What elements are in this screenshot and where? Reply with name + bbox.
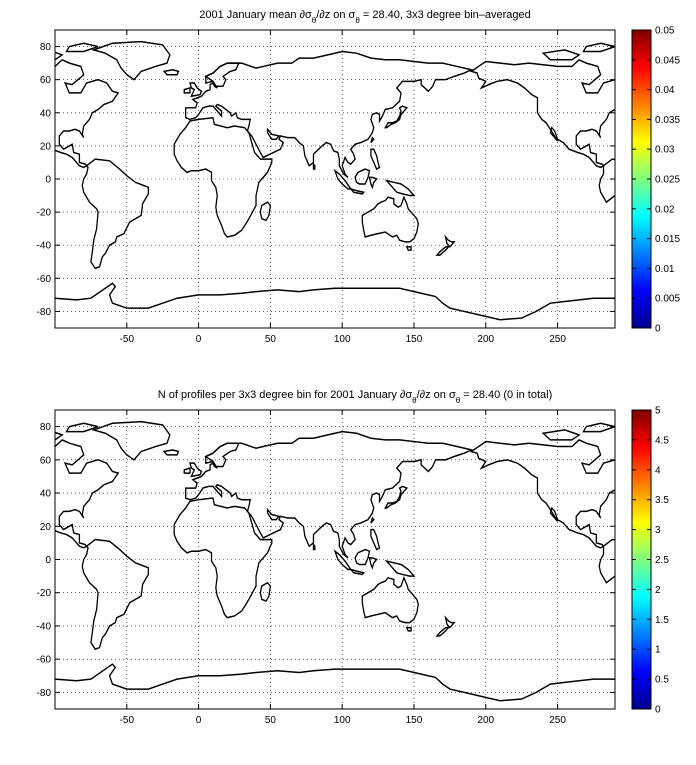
x-tick-label: 0 [196, 334, 202, 345]
y-tick-label: 60 [40, 455, 52, 466]
colorbar-tick-label: 0.035 [655, 115, 680, 126]
colorbar-tick-label: 0.5 [655, 675, 669, 686]
y-tick-label: -20 [37, 588, 52, 599]
x-tick-label: 200 [477, 715, 494, 726]
y-tick-label: -40 [37, 621, 52, 632]
x-tick-label: 200 [477, 334, 494, 345]
colorbar-tick-label: 2 [655, 585, 661, 596]
y-tick-label: 20 [40, 141, 52, 152]
colorbar-tick-label: 4 [655, 465, 661, 476]
colorbar-tick-label: 0 [655, 324, 661, 335]
x-tick-label: 250 [549, 715, 566, 726]
y-tick-label: 0 [45, 175, 51, 186]
y-tick-label: 40 [40, 108, 52, 119]
colorbar-tick-label: 0.02 [655, 204, 675, 215]
panel-2-title: N of profiles per 3x3 degree bin for 200… [158, 389, 552, 405]
colorbar-tick-label: 0.01 [655, 264, 675, 275]
colorbar-tick-label: 0.04 [655, 85, 675, 96]
x-tick-label: 100 [334, 715, 351, 726]
x-tick-label: 0 [196, 715, 202, 726]
colorbar-gradient [632, 30, 651, 328]
grid [55, 30, 615, 328]
colorbar-tick-label: 0.005 [655, 294, 680, 305]
colorbar-tick-label: 5 [655, 406, 661, 417]
colorbar-gradient [632, 410, 651, 709]
x-tick-label: -50 [120, 334, 135, 345]
y-tick-label: -60 [37, 274, 52, 285]
x-tick-label: 150 [406, 334, 423, 345]
colorbar-tick-label: 3.5 [655, 495, 669, 506]
y-tick-label: -80 [37, 688, 52, 699]
y-tick-label: 80 [40, 422, 52, 433]
x-tick-label: 100 [334, 334, 351, 345]
y-tick-label: -60 [37, 655, 52, 666]
x-tick-label: -50 [120, 715, 135, 726]
y-tick-label: -20 [37, 208, 52, 219]
x-tick-label: 250 [549, 334, 566, 345]
x-tick-label: 50 [265, 334, 277, 345]
y-tick-label: 80 [40, 42, 52, 53]
colorbar-tick-label: 0.03 [655, 145, 675, 156]
colorbar-tick-label: 0.045 [655, 55, 680, 66]
panel-1-colorbar: 0.05 0.045 0.04 0.035 0.03 0.025 0.02 0.015 0.01… [631, 26, 680, 335]
x-tick-label: 50 [265, 715, 277, 726]
colorbar-tick-label: 2.5 [655, 555, 669, 566]
colorbar-tick-label: 0 [655, 705, 661, 716]
colorbar-tick-label: 1 [655, 645, 661, 656]
panel-2-colorbar: 5 4.5 4 3.5 3 2.5 2 1.5 1 0.5 0 [631, 406, 669, 716]
x-tick-label: 150 [406, 715, 423, 726]
colorbar-tick-label: 4.5 [655, 435, 669, 446]
colorbar-tick-label: 0.05 [655, 26, 675, 37]
colorbar-tick-label: 3 [655, 525, 661, 536]
colorbar-tick-label: 1.5 [655, 615, 669, 626]
y-tick-label: -40 [37, 241, 52, 252]
panel-2: N of profiles per 3x3 degree bin for 200… [37, 389, 670, 726]
colorbar-tick-label: 0.025 [655, 175, 680, 186]
y-tick-label: 60 [40, 75, 52, 86]
colorbar-tick-label: 0.015 [655, 234, 680, 245]
panel-1: 2001 January mean ∂σθ/∂z on σθ = 28.40, … [37, 9, 681, 345]
y-tick-label: 0 [45, 555, 51, 566]
y-tick-label: 20 [40, 522, 52, 533]
y-tick-label: -80 [37, 307, 52, 318]
grid [55, 410, 615, 709]
y-tick-label: 40 [40, 489, 52, 500]
panel-1-title: 2001 January mean ∂σθ/∂z on σθ = 28.40, … [199, 9, 531, 25]
